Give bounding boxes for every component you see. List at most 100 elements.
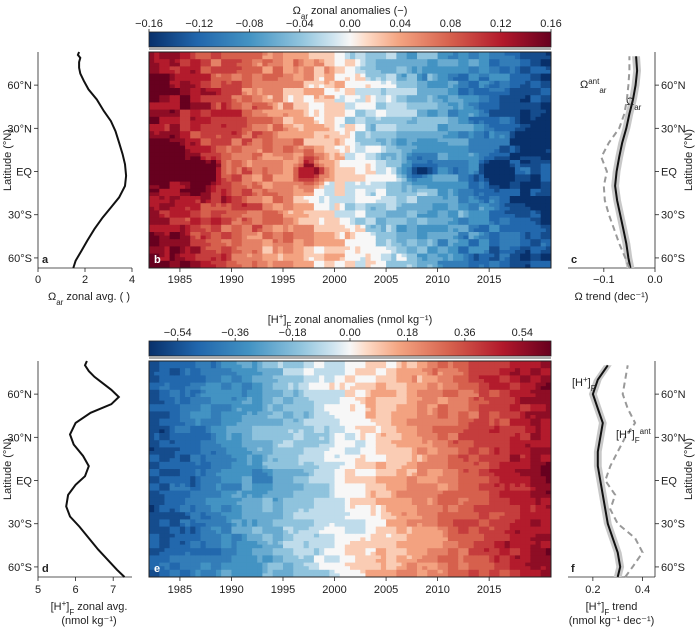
heatmap-cell xyxy=(195,203,202,208)
heatmap-cell xyxy=(200,55,207,60)
heatmap-cell xyxy=(411,170,418,175)
heatmap-cell xyxy=(174,91,181,96)
heatmap-cell xyxy=(437,178,444,183)
heatmap-cell xyxy=(535,242,542,247)
heatmap-cell xyxy=(231,77,238,82)
heatmap-cell xyxy=(545,257,551,262)
heatmap-cell xyxy=(241,73,248,78)
heatmap-cell xyxy=(406,70,413,75)
heatmap-cell xyxy=(174,145,181,150)
heatmap-cell xyxy=(427,228,434,233)
heatmap-cell xyxy=(458,116,464,121)
heatmap-cell xyxy=(432,113,439,118)
heatmap-cell xyxy=(458,224,464,229)
heatmap-cell xyxy=(535,142,542,147)
heatmap-cell xyxy=(226,253,233,258)
heatmap-cell xyxy=(293,185,300,190)
heatmap-cell xyxy=(329,91,336,96)
heatmap-cell xyxy=(149,217,155,222)
x-axis-label: Ωar zonal avg. ( ) xyxy=(48,291,130,307)
heatmap-cell xyxy=(329,73,336,78)
heatmap-cell xyxy=(447,145,454,150)
heatmap-cell xyxy=(216,214,222,219)
heatmap-cell xyxy=(252,228,258,233)
heatmap-cell xyxy=(463,239,470,244)
heatmap-cell xyxy=(453,221,459,226)
heatmap-cell xyxy=(370,156,377,161)
heatmap-cell xyxy=(149,260,155,265)
heatmap-cell xyxy=(257,160,263,165)
heatmap-cell xyxy=(344,91,351,96)
heatmap-cell xyxy=(319,188,325,193)
heatmap-cell xyxy=(154,451,160,456)
heatmap-cell xyxy=(344,73,351,78)
heatmap-cell xyxy=(236,70,243,75)
heatmap-cell xyxy=(411,142,418,147)
heatmap-cell xyxy=(277,138,284,143)
heatmap-cell xyxy=(298,156,305,161)
series-label: Ωantar xyxy=(580,77,607,95)
heatmap-cell xyxy=(370,221,377,226)
heatmap-cell xyxy=(272,167,279,172)
heatmap-cell xyxy=(494,170,501,175)
heatmap-cell xyxy=(540,250,547,255)
heatmap-cell xyxy=(169,55,176,60)
heatmap-cell xyxy=(288,73,294,78)
heatmap-cell xyxy=(149,228,155,233)
heatmap-cell xyxy=(432,199,439,204)
heatmap-cell xyxy=(463,217,470,222)
heatmap-cell xyxy=(262,257,269,262)
heatmap-cell xyxy=(210,59,217,64)
heatmap-cell xyxy=(149,253,155,258)
heatmap-cell xyxy=(293,127,300,132)
heatmap-cell xyxy=(324,174,330,179)
heatmap-cell xyxy=(324,224,330,229)
heatmap-cell xyxy=(221,260,227,265)
heatmap-cell xyxy=(520,142,526,147)
heatmap-cell xyxy=(540,156,547,161)
heatmap-cell xyxy=(411,95,418,100)
heatmap-cell xyxy=(272,109,279,114)
heatmap-cell xyxy=(308,80,315,85)
heatmap-cell xyxy=(319,138,325,143)
heatmap-cell xyxy=(205,55,212,60)
heatmap-cell xyxy=(149,52,155,57)
heatmap-cell xyxy=(319,145,325,150)
heatmap-cell xyxy=(545,88,551,93)
heatmap-cell xyxy=(514,55,521,60)
heatmap-cell xyxy=(257,224,263,229)
heatmap-cell xyxy=(159,264,166,268)
heatmap-cell xyxy=(293,116,300,121)
heatmap-cell xyxy=(149,555,155,560)
heatmap-cell xyxy=(509,156,516,161)
heatmap-cell xyxy=(272,228,279,233)
heatmap-cell xyxy=(422,239,428,244)
heatmap-cell xyxy=(313,210,320,215)
heatmap-cell xyxy=(288,160,294,165)
heatmap-cell xyxy=(535,178,542,183)
heatmap-cell xyxy=(154,246,160,251)
heatmap-cell xyxy=(210,264,217,268)
heatmap-cell xyxy=(494,163,501,168)
heatmap-cell xyxy=(365,120,372,125)
heatmap-cell xyxy=(246,260,253,265)
heatmap-cell xyxy=(159,203,166,208)
heatmap-cell xyxy=(499,95,506,100)
heatmap-cell xyxy=(411,250,418,255)
heatmap-cell xyxy=(154,386,160,391)
heatmap-cell xyxy=(185,239,191,244)
heatmap-cell xyxy=(164,127,171,132)
heatmap-cell xyxy=(221,80,227,85)
heatmap-cell xyxy=(257,178,263,183)
heatmap-cell xyxy=(298,91,305,96)
heatmap-cell xyxy=(252,116,258,121)
heatmap-cell xyxy=(231,206,238,211)
heatmap-cell xyxy=(406,113,413,118)
heatmap-cell xyxy=(494,188,501,193)
heatmap-cell xyxy=(154,210,160,215)
heatmap-cell xyxy=(520,156,526,161)
heatmap-cell xyxy=(514,217,521,222)
heatmap-cell xyxy=(380,55,387,60)
heatmap-cell xyxy=(401,206,408,211)
heatmap-cell xyxy=(458,253,464,258)
